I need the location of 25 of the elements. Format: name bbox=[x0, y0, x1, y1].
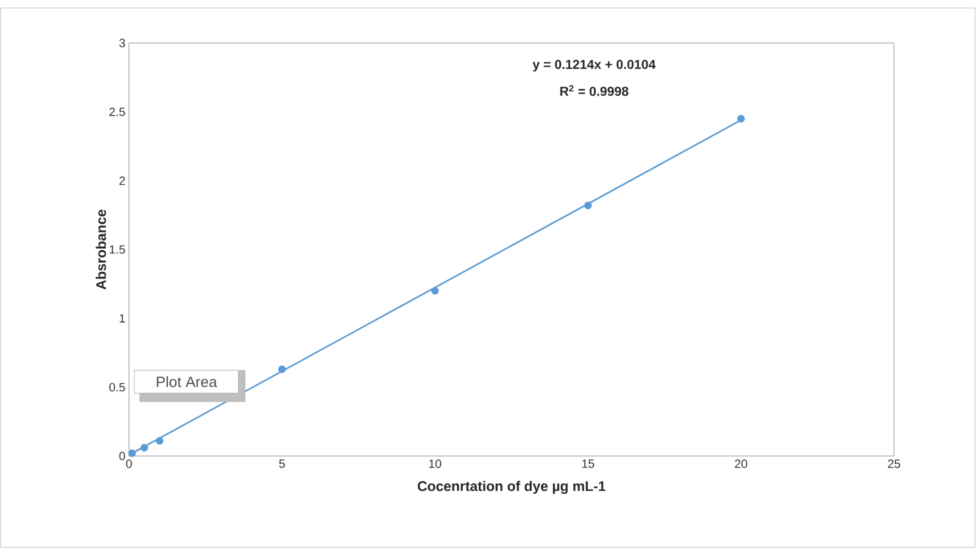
y-axis-title: Absrobance bbox=[96, 210, 106, 290]
x-tick-label: 20 bbox=[734, 460, 748, 468]
y-tick-label: 1.5 bbox=[110, 245, 125, 254]
y-tick-label: 2 bbox=[119, 176, 125, 185]
x-tick-label: 10 bbox=[429, 460, 442, 468]
y-tick-label: 2.5 bbox=[109, 108, 125, 116]
x-tick-label: 0 bbox=[126, 460, 132, 468]
point bbox=[431, 287, 439, 295]
x-tick-label: 15 bbox=[582, 460, 594, 468]
point bbox=[737, 114, 745, 123]
y-tick-label: 0 bbox=[119, 452, 126, 460]
x-tick-label: 25 bbox=[888, 460, 900, 468]
annotation: R$^{2}$ = 0.9998 bbox=[560, 85, 628, 96]
annotation: y = 0.1214x + 0.0104 bbox=[532, 60, 656, 72]
x-axis-title: Cocenrtation of dye µg mL-1 bbox=[418, 480, 606, 494]
point bbox=[128, 449, 136, 458]
x-tick-label: 5 bbox=[279, 460, 285, 468]
point bbox=[584, 202, 592, 210]
y-tick-label: 0.5 bbox=[109, 382, 125, 392]
annotation: Plot Area bbox=[156, 376, 218, 388]
y-tick-label: 3 bbox=[119, 38, 125, 48]
y-tick-label: 1 bbox=[120, 314, 125, 322]
point bbox=[140, 444, 148, 452]
point bbox=[156, 437, 164, 445]
point bbox=[278, 365, 286, 374]
